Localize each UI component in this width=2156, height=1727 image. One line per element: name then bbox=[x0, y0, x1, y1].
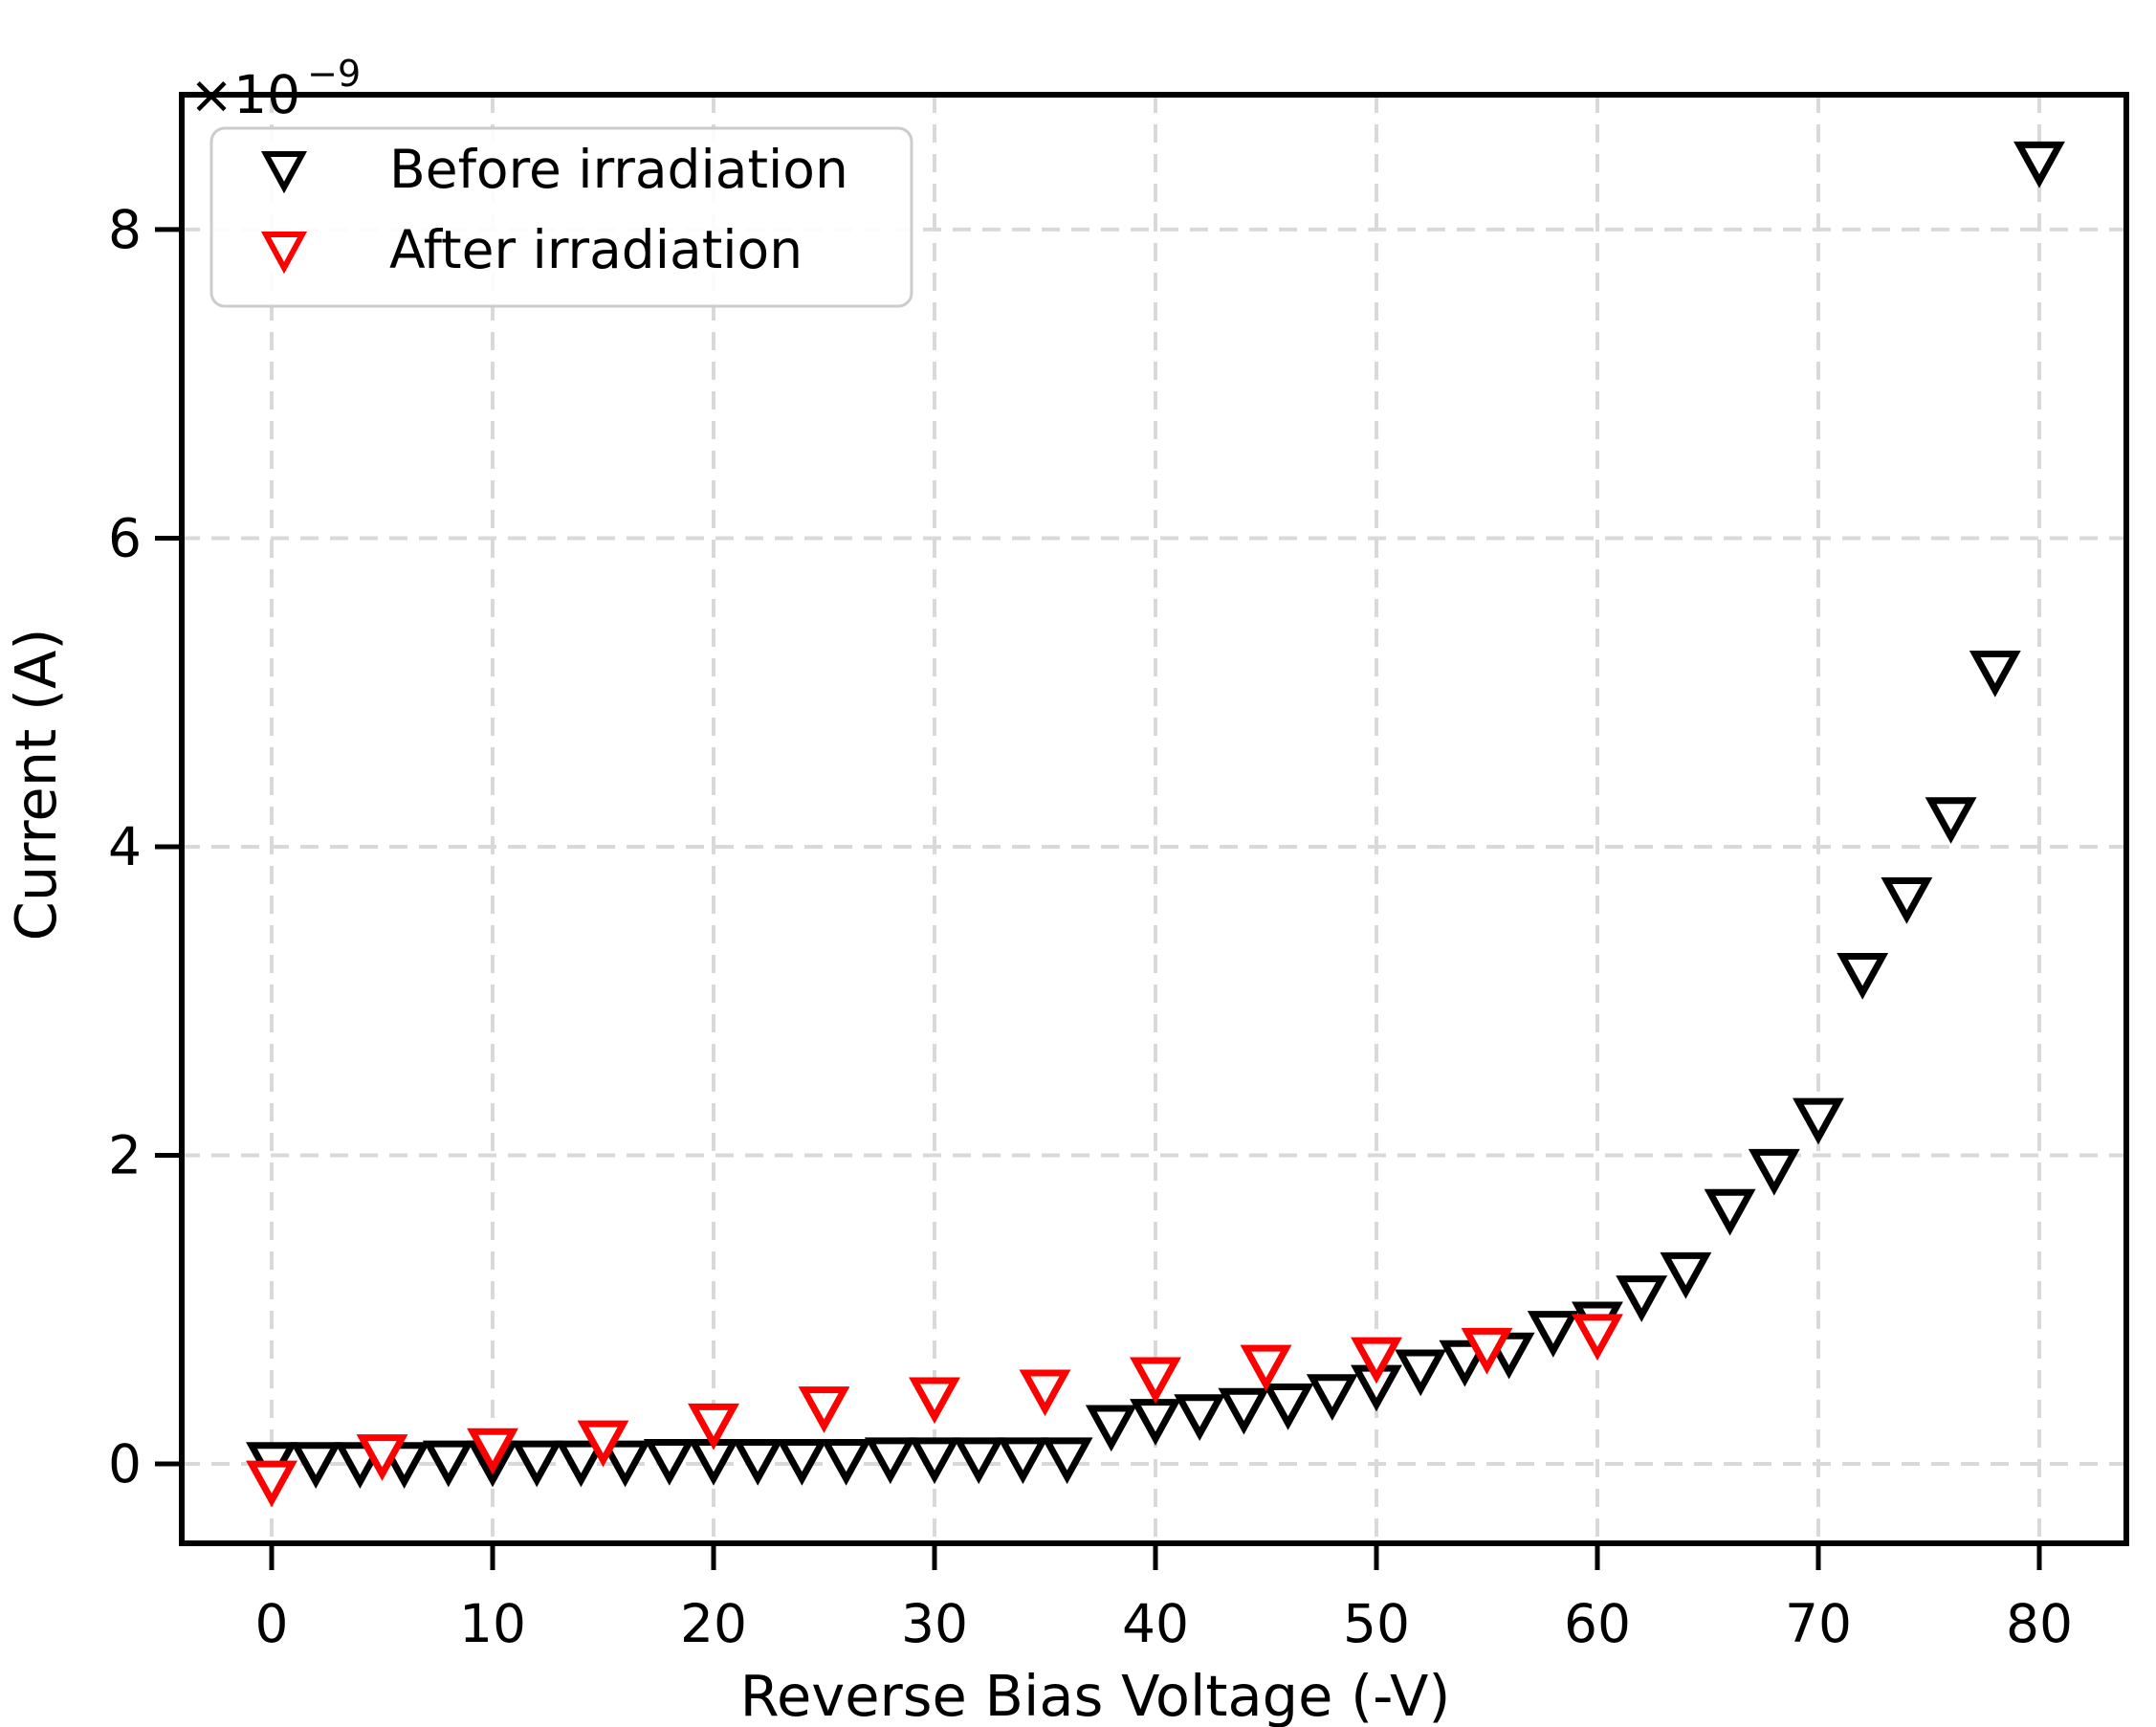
x-tick-label: 40 bbox=[1122, 1593, 1189, 1654]
y-tick-label: 0 bbox=[108, 1433, 142, 1495]
marker-before-irradiation bbox=[909, 1437, 960, 1485]
marker-before-irradiation bbox=[599, 1440, 651, 1488]
legend-marker-before-icon bbox=[260, 151, 308, 194]
offset-exponent: −9 bbox=[307, 53, 361, 95]
marker-before-irradiation bbox=[1527, 1311, 1579, 1358]
x-axis-label: Reverse Bias Voltage (-V) bbox=[740, 1663, 1451, 1727]
marker-before-irradiation bbox=[1925, 797, 1977, 844]
marker-before-irradiation bbox=[422, 1440, 474, 1488]
marker-before-irradiation bbox=[1262, 1383, 1314, 1430]
marker-before-irradiation bbox=[1748, 1148, 1800, 1196]
marker-before-irradiation bbox=[1130, 1399, 1181, 1446]
marker-after-irradiation bbox=[577, 1420, 629, 1468]
y-tick-label: 6 bbox=[108, 507, 142, 568]
legend-label-before: Before irradiation bbox=[389, 139, 848, 200]
marker-before-irradiation bbox=[511, 1440, 563, 1488]
marker-before-irradiation bbox=[1969, 651, 2021, 697]
marker-before-irradiation bbox=[1174, 1394, 1226, 1441]
marker-before-irradiation bbox=[290, 1442, 342, 1489]
marker-before-irradiation bbox=[1041, 1437, 1093, 1485]
marker-before-irradiation bbox=[1306, 1374, 1358, 1422]
tick-layer: 0 10 20 30 40 50 60 70 80 0 2 4 6 8 bbox=[108, 199, 2073, 1654]
marker-before-irradiation bbox=[953, 1437, 1005, 1485]
marker-after-irradiation bbox=[246, 1460, 297, 1508]
marker-before-irradiation bbox=[1881, 877, 1933, 924]
x-tick-label: 0 bbox=[255, 1593, 289, 1654]
marker-before-irradiation bbox=[776, 1439, 828, 1486]
marker-before-irradiation bbox=[1793, 1097, 1844, 1145]
marker-before-irradiation bbox=[864, 1437, 916, 1485]
offset-base: ×10 bbox=[189, 64, 300, 125]
marker-after-irradiation bbox=[1130, 1357, 1181, 1405]
x-tick-label: 10 bbox=[459, 1593, 526, 1654]
marker-before-irradiation bbox=[643, 1439, 695, 1486]
grid-layer bbox=[182, 95, 2126, 1543]
marker-after-irradiation bbox=[798, 1386, 850, 1433]
marker-before-irradiation bbox=[1395, 1349, 1447, 1397]
marker-after-irradiation bbox=[1019, 1369, 1071, 1417]
series-after-irradiation bbox=[246, 1314, 1623, 1508]
x-tick-label: 80 bbox=[2006, 1593, 2073, 1654]
marker-before-irradiation bbox=[1085, 1405, 1137, 1452]
legend-label-after: After irradiation bbox=[389, 219, 803, 280]
x-tick-label: 20 bbox=[680, 1593, 747, 1654]
y-axis-offset-text: ×10 −9 bbox=[189, 53, 361, 125]
marker-after-irradiation bbox=[1461, 1327, 1513, 1375]
y-tick-label: 4 bbox=[108, 816, 142, 877]
marker-after-irradiation bbox=[467, 1428, 518, 1475]
marker-before-irradiation bbox=[2013, 141, 2065, 188]
marker-before-irradiation bbox=[1704, 1188, 1756, 1236]
marker-after-irradiation bbox=[1351, 1337, 1402, 1384]
marker-before-irradiation bbox=[1837, 953, 1889, 1000]
y-tick-label: 2 bbox=[108, 1124, 142, 1185]
x-tick-label: 70 bbox=[1785, 1593, 1852, 1654]
marker-after-irradiation bbox=[688, 1403, 739, 1450]
x-tick-label: 50 bbox=[1343, 1593, 1410, 1654]
marker-after-irradiation bbox=[1240, 1344, 1292, 1392]
marker-before-irradiation bbox=[732, 1439, 784, 1486]
y-axis-label: Current (A) bbox=[3, 629, 69, 941]
marker-before-irradiation bbox=[1218, 1387, 1270, 1435]
legend: Before irradiation After irradiation bbox=[209, 126, 913, 308]
marker-before-irradiation bbox=[820, 1439, 872, 1486]
marker-after-irradiation bbox=[909, 1377, 960, 1425]
y-tick-label: 8 bbox=[108, 199, 142, 260]
marker-after-irradiation bbox=[356, 1434, 408, 1481]
legend-marker-after-icon bbox=[260, 232, 308, 275]
x-tick-label: 60 bbox=[1564, 1593, 1631, 1654]
x-tick-label: 30 bbox=[901, 1593, 968, 1654]
marker-after-irradiation bbox=[1572, 1314, 1623, 1362]
marker-before-irradiation bbox=[555, 1440, 607, 1488]
legend-box bbox=[209, 126, 913, 308]
marker-before-irradiation bbox=[1616, 1275, 1668, 1322]
marker-before-irradiation bbox=[997, 1437, 1049, 1485]
marker-before-irradiation bbox=[1660, 1251, 1712, 1299]
